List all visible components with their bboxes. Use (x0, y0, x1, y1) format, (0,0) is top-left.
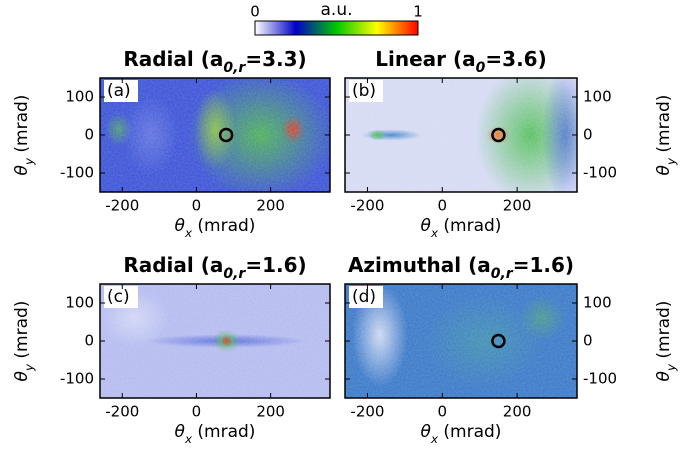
x-axis-label-part: (mrad) (438, 422, 501, 442)
y-axis-label-part: y (664, 363, 678, 372)
x-axis-label: θx (mrad) (421, 216, 502, 240)
y-tick-label: -100 (583, 370, 617, 388)
x-tick-label: 0 (438, 197, 448, 215)
heatmap-noise (345, 78, 577, 192)
panel-title-part: 0,r (491, 266, 514, 282)
y-tick-label: -100 (583, 164, 617, 182)
panel-title: Radial (a0,r=3.3) (123, 47, 306, 77)
colorbar-label: a.u. (321, 0, 353, 20)
x-axis-label-part: θ (421, 216, 432, 236)
y-tick-label: 0 (583, 332, 593, 350)
panel-title-part: =3.6) (485, 47, 546, 71)
y-axis-label: θy (mrad) (12, 301, 36, 382)
colorbar-tick-label: 0 (250, 3, 260, 21)
panel-label-box (349, 80, 383, 102)
heatmap-image (345, 284, 577, 398)
heatmap-image (345, 78, 577, 192)
y-axis-label-part: θ (654, 370, 674, 381)
x-axis-label-part: x (184, 226, 193, 240)
panel-label-box (104, 286, 138, 308)
panel-label: (c) (107, 287, 130, 307)
y-axis-label: θy (mrad) (12, 95, 36, 176)
panel-label: (b) (352, 81, 376, 101)
panel-title-part: Radial (a (123, 47, 223, 71)
panel-title-part: 0 (476, 60, 486, 76)
x-axis-label-part: x (184, 432, 193, 446)
x-tick-label: 0 (438, 403, 448, 421)
x-tick-label: -200 (350, 403, 384, 421)
x-tick-label: 200 (256, 197, 285, 215)
panel-label-box (349, 286, 383, 308)
heatmap-noise (100, 284, 330, 398)
panel-title-part: 0,r (223, 266, 246, 282)
y-axis-label-part: (mrad) (654, 95, 674, 158)
heatmap-image (100, 78, 330, 192)
x-axis-label-part: (mrad) (438, 216, 501, 236)
x-tick-label: -200 (350, 197, 384, 215)
y-tick-label: 100 (583, 88, 612, 106)
y-axis-label-part: (mrad) (12, 301, 32, 364)
y-axis-label-part: y (22, 363, 36, 372)
panel-title-part: Azimuthal (a (348, 253, 491, 277)
panel-label: (a) (107, 81, 131, 101)
panel-title: Azimuthal (a0,r=1.6) (348, 253, 574, 283)
y-axis-label-part: θ (12, 370, 32, 381)
panel-label: (d) (352, 287, 376, 307)
y-tick-label: 100 (65, 88, 94, 106)
x-axis-label: θx (mrad) (175, 216, 256, 240)
marker (491, 333, 506, 349)
y-tick-label: 100 (65, 294, 94, 312)
x-tick-label: -200 (105, 403, 139, 421)
y-tick-label: 0 (583, 126, 593, 144)
y-axis-label-part: y (22, 157, 36, 166)
x-axis-label: θx (mrad) (175, 422, 256, 446)
y-tick-label: -100 (60, 164, 94, 182)
x-axis-label-part: θ (421, 422, 432, 442)
y-tick-label: 0 (84, 332, 94, 350)
y-axis-label: θy (mrad) (654, 95, 678, 176)
x-axis-label-part: x (430, 432, 439, 446)
y-tick-label: 100 (583, 294, 612, 312)
colorbar-tick-label: 1 (413, 3, 423, 21)
panel-title: Radial (a0,r=1.6) (123, 253, 306, 283)
panel-title-part: Linear (a (375, 47, 475, 71)
heatmap-image (100, 284, 330, 398)
heatmap-noise (100, 78, 330, 192)
x-tick-label: 200 (503, 403, 532, 421)
panel-label-box (104, 80, 138, 102)
x-axis-label: θx (mrad) (421, 422, 502, 446)
y-axis-label-part: θ (12, 164, 32, 175)
y-axis-label: θy (mrad) (654, 301, 678, 382)
x-axis-label-part: θ (175, 422, 186, 442)
x-tick-label: -200 (105, 197, 139, 215)
panel-title-part: =1.6) (513, 253, 574, 277)
panel-title-part: 0,r (223, 60, 246, 76)
x-tick-label: 0 (192, 197, 202, 215)
x-tick-label: 0 (192, 403, 202, 421)
panel-title-part: =3.3) (245, 47, 306, 71)
marker (491, 127, 506, 143)
y-axis-label-part: θ (654, 164, 674, 175)
x-tick-label: 200 (503, 197, 532, 215)
y-tick-label: 0 (84, 126, 94, 144)
colorbar (254, 20, 419, 36)
x-axis-label-part: x (430, 226, 439, 240)
marker (218, 127, 234, 143)
x-axis-label-part: θ (175, 216, 186, 236)
heatmap-noise (345, 284, 577, 398)
x-tick-label: 200 (256, 403, 285, 421)
x-axis-label-part: (mrad) (192, 216, 255, 236)
y-axis-label-part: (mrad) (12, 95, 32, 158)
y-axis-label-part: y (664, 157, 678, 166)
y-tick-label: -100 (60, 370, 94, 388)
panel-title: Linear (a0=3.6) (375, 47, 546, 77)
y-axis-label-part: (mrad) (654, 301, 674, 364)
panel-title-part: Radial (a (123, 253, 223, 277)
panel-title-part: =1.6) (245, 253, 306, 277)
x-axis-label-part: (mrad) (192, 422, 255, 442)
